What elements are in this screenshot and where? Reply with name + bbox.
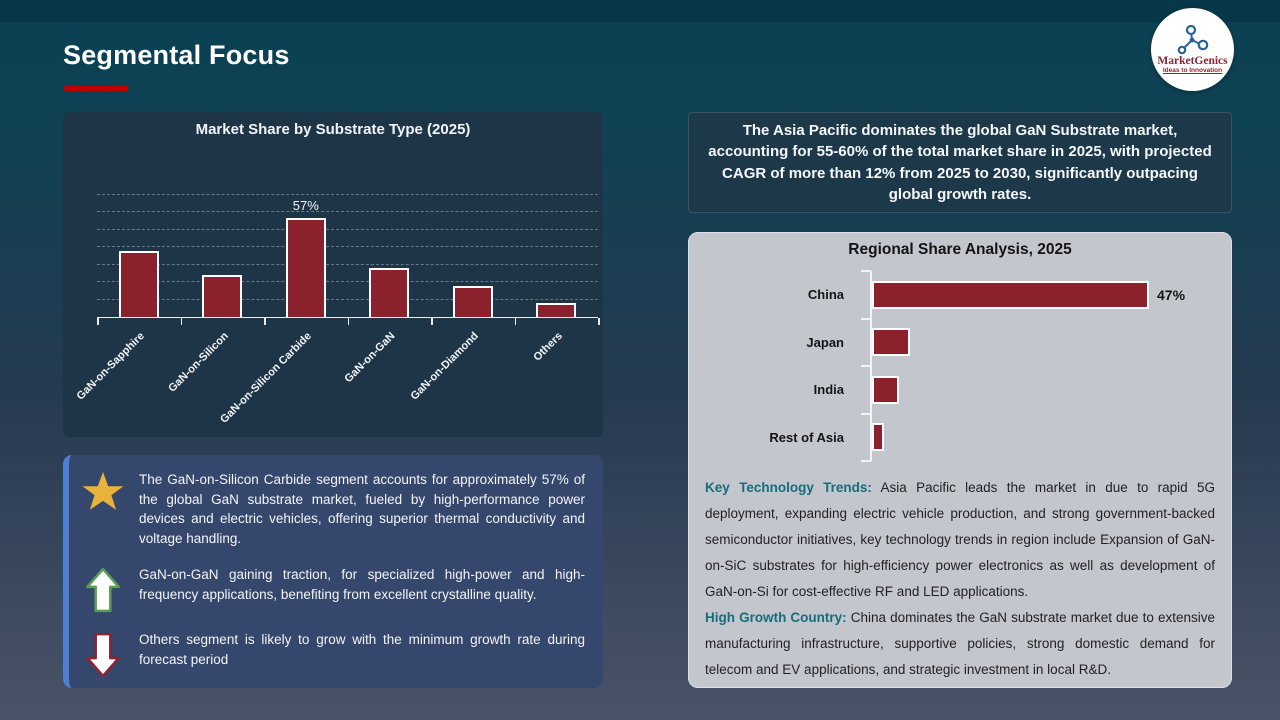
x-axis-label: Others — [531, 330, 565, 364]
regional-chart: China 47% Japan India Rest of Asia — [703, 270, 1217, 462]
regional-notes: Key Technology Trends: Asia Pacific lead… — [703, 475, 1217, 683]
insight-box: The GaN-on-Silicon Carbide segment accou… — [63, 455, 603, 688]
regional-panel: Regional Share Analysis, 2025 China 47% Ja… — [688, 232, 1232, 688]
x-axis-label: GaN-on-GaN — [342, 330, 398, 386]
note-heading: High Growth Country: — [705, 610, 847, 625]
x-axis-tick — [598, 318, 600, 325]
substrate-chart-panel: Market Share by Substrate Type (2025) Ga… — [63, 112, 603, 437]
bar-zone — [858, 423, 1217, 452]
substrate-plot: GaN-on-Sapphire GaN-on-Silicon 57% GaN-on-S… — [75, 194, 600, 426]
bar-column: GaN-on-Sapphire — [75, 195, 181, 402]
company-logo: MarketGenics Ideas to Innovation — [1151, 8, 1234, 91]
bar-zone — [858, 375, 1217, 404]
gridline — [97, 281, 598, 283]
table-row: India — [703, 366, 1217, 414]
bar-zone — [858, 328, 1217, 357]
bar-column: GaN-on-Silicon — [166, 195, 265, 395]
regional-axis-tick — [861, 317, 871, 320]
down-arrow-icon — [79, 630, 127, 678]
brand-name: MarketGenics — [1157, 54, 1228, 67]
x-axis-label: GaN-on-Silicon Carbide — [218, 330, 315, 426]
regional-axis-tick — [861, 365, 871, 367]
brand-tagline: Ideas to Innovation — [1162, 67, 1223, 75]
category-label: India — [813, 382, 844, 398]
list-item: The GaN-on-Silicon Carbide segment accou… — [79, 470, 585, 548]
bar — [536, 303, 577, 317]
category-label: Japan — [806, 334, 844, 350]
regional-axis-tick — [861, 412, 871, 415]
category-label: China — [807, 287, 844, 303]
x-axis-tick — [514, 318, 516, 325]
insight-text: Others segment is likely to grow with th… — [139, 632, 585, 667]
x-axis-label: GaN-on-Diamond — [408, 330, 482, 403]
x-axis-label: GaN-on-Sapphire — [74, 330, 148, 403]
gridline — [97, 298, 598, 300]
bar-column: Others — [515, 195, 599, 364]
note-paragraph: Key Technology Trends: Asia Pacific lead… — [705, 480, 1216, 599]
regional-axis-tick — [861, 270, 871, 272]
insight-text: GaN-on-GaN gaining traction, for special… — [139, 567, 585, 602]
x-axis-tick — [347, 318, 349, 325]
gridline — [97, 194, 598, 195]
top-strip — [0, 0, 1280, 22]
bar-column: 57% GaN-on-Silicon Carbide — [218, 195, 348, 426]
bar-value-label: 47% — [1157, 286, 1186, 303]
table-row: China 47% — [703, 271, 1217, 319]
title-underline — [64, 86, 128, 91]
regional-chart-title: Regional Share Analysis, 2025 — [848, 241, 1072, 258]
page-title: Segmental Focus — [63, 40, 290, 70]
gridline — [97, 211, 598, 213]
gridline — [97, 263, 598, 265]
note-heading: Key Technology Trends: — [705, 480, 872, 495]
bar-column: GaN-on-GaN — [343, 195, 432, 385]
x-axis-tick — [97, 318, 99, 325]
bar — [285, 217, 326, 317]
bar — [872, 423, 884, 452]
regional-axis-tick — [861, 460, 871, 462]
bar — [118, 250, 159, 317]
bar — [202, 275, 243, 317]
list-item: Others segment is likely to grow with th… — [79, 630, 585, 678]
x-axis-tick — [431, 318, 433, 325]
table-row: Japan — [703, 319, 1217, 367]
gridline — [97, 246, 598, 248]
regional-y-axis — [870, 271, 872, 461]
up-arrow-icon — [79, 565, 127, 613]
table-row: Rest of Asia — [703, 414, 1217, 462]
regional-rows: China 47% Japan India Rest of Asia — [703, 271, 1217, 461]
bar-zone: 47% — [858, 280, 1217, 309]
list-item: GaN-on-GaN gaining traction, for special… — [79, 565, 585, 613]
x-axis-label: GaN-on-Silicon — [166, 330, 231, 395]
gridline — [97, 228, 598, 230]
substrate-chart-title: Market Share by Substrate Type (2025) — [195, 121, 471, 138]
bar-columns: GaN-on-Sapphire GaN-on-Silicon 57% GaN-on-S… — [75, 195, 599, 426]
category-label: Rest of Asia — [769, 429, 844, 445]
bar — [872, 328, 910, 357]
bar-column: GaN-on-Diamond — [409, 195, 515, 402]
molecule-icon — [1177, 24, 1208, 55]
bar — [872, 375, 899, 404]
bar — [369, 268, 410, 317]
star-icon — [79, 470, 127, 512]
insight-text: The GaN-on-Silicon Carbide segment accou… — [139, 472, 585, 546]
bar — [452, 285, 493, 317]
highlight-text: The Asia Pacific dominates the global Ga… — [708, 121, 1212, 204]
x-axis-tick — [180, 318, 182, 325]
bar-value-label: 57% — [292, 197, 319, 213]
bar — [872, 280, 1149, 309]
highlight-box: The Asia Pacific dominates the global Ga… — [688, 112, 1232, 213]
note-paragraph: High Growth Country: China dominates the… — [705, 610, 1215, 677]
x-axis-tick — [264, 318, 266, 325]
